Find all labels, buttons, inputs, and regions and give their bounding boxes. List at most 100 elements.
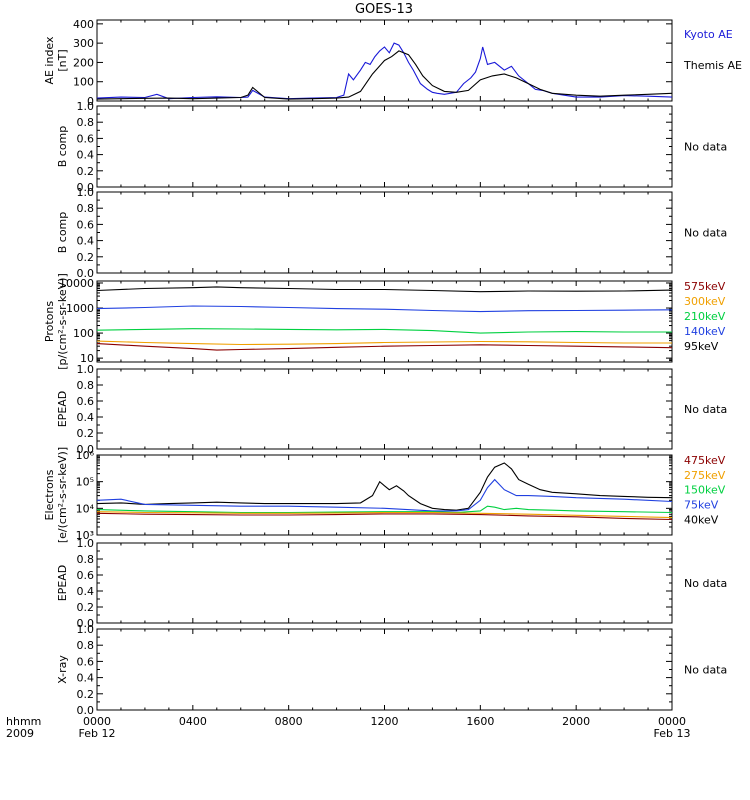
panel-ae: 0 100 200 300 400 AE index [nT] Kyoto AE Themis … bbox=[43, 18, 742, 108]
panel-bcomp1: 0.0 0.2 0.4 0.6 0.8 1.0 B comp No data bbox=[56, 100, 727, 194]
legend-label: Kyoto AE bbox=[684, 28, 733, 41]
y-tick-label: 0.0 bbox=[77, 267, 95, 280]
legend-label: 575keV bbox=[684, 280, 726, 293]
y-axis-label: Electrons bbox=[43, 469, 56, 520]
panel-bcomp2: 0.0 0.2 0.4 0.6 0.8 1.0 B comp No data bbox=[56, 186, 727, 280]
panel-frame bbox=[96, 542, 673, 624]
panel-xray: 0.0 0.2 0.4 0.6 0.8 1.0 X-ray No data bbox=[56, 623, 727, 717]
y-tick-label: 1.0 bbox=[77, 537, 95, 550]
y-tick-label: 0.6 bbox=[77, 132, 95, 145]
series-line bbox=[96, 505, 673, 514]
no-data-label: No data bbox=[684, 141, 727, 154]
y-tick-label: 10 bbox=[80, 352, 94, 365]
y-tick-label: 10000 bbox=[59, 277, 94, 290]
x-tick-label: 0800 bbox=[275, 715, 303, 728]
panel-frame bbox=[96, 280, 673, 363]
y-tick-label: 1000 bbox=[66, 302, 94, 315]
x-tick-label: 0000 bbox=[658, 715, 686, 728]
y-tick-label: 0.6 bbox=[77, 218, 95, 231]
y-tick-label: 0.2 bbox=[77, 601, 95, 614]
x-tick-label: 1200 bbox=[371, 715, 399, 728]
y-tick-label: 10⁵ bbox=[76, 476, 94, 489]
y-tick-label: 0.4 bbox=[77, 149, 95, 162]
legend-label: 40keV bbox=[684, 513, 719, 526]
chart-title: GOES-13 bbox=[355, 2, 413, 17]
y-axis-label: X-ray bbox=[56, 655, 69, 684]
no-data-label: No data bbox=[684, 227, 727, 240]
y-tick-label: 0.6 bbox=[77, 569, 95, 582]
series-line bbox=[96, 340, 672, 346]
series-line bbox=[96, 286, 673, 293]
x-tick-label: 0000 bbox=[83, 715, 111, 728]
series-line bbox=[96, 343, 673, 351]
y-tick-label: 0.0 bbox=[77, 181, 95, 194]
series-line bbox=[96, 462, 673, 511]
y-tick-label: 1.0 bbox=[77, 186, 95, 199]
y-tick-label: 0.8 bbox=[77, 116, 95, 129]
y-tick-label: 1.0 bbox=[77, 363, 95, 376]
corner-label-year: 2009 bbox=[6, 727, 34, 740]
y-axis-label: [p/(cm²-s-sr-keV)] bbox=[56, 273, 69, 370]
y-tick-label: 0.2 bbox=[77, 427, 95, 440]
legend-label: 210keV bbox=[684, 310, 726, 323]
series-line bbox=[96, 512, 673, 521]
y-axis-label: Protons bbox=[43, 301, 56, 342]
y-tick-label: 1.0 bbox=[77, 100, 95, 113]
no-data-label: No data bbox=[684, 577, 727, 590]
y-tick-label: 0.4 bbox=[77, 585, 95, 598]
y-tick-label: 0.4 bbox=[77, 411, 95, 424]
x-tick-label: 0400 bbox=[179, 715, 207, 728]
y-tick-label: 0.6 bbox=[77, 655, 95, 668]
y-axis-label: B comp bbox=[56, 126, 69, 168]
y-tick-label: 200 bbox=[73, 56, 94, 69]
y-tick-label: 0.0 bbox=[77, 617, 95, 630]
legend-label: 75keV bbox=[684, 498, 719, 511]
y-tick-label: 100 bbox=[73, 327, 94, 340]
panel-frame bbox=[96, 105, 673, 188]
legend-label: 275keV bbox=[684, 469, 726, 482]
y-tick-label: 0.6 bbox=[77, 395, 95, 408]
no-data-label: No data bbox=[684, 403, 727, 416]
y-tick-label: 0.2 bbox=[77, 251, 95, 264]
y-axis-label: EPEAD bbox=[56, 565, 69, 602]
y-axis-label: AE index bbox=[43, 36, 56, 85]
y-axis-label: [nT] bbox=[56, 49, 69, 71]
y-tick-label: 300 bbox=[73, 37, 94, 50]
y-tick-label: 10⁴ bbox=[76, 502, 95, 515]
series-line bbox=[96, 478, 673, 512]
corner-label-hhmm: hhmm bbox=[6, 715, 41, 728]
legend-label: 95keV bbox=[684, 340, 719, 353]
y-tick-label: 0.8 bbox=[77, 379, 95, 392]
y-tick-label: 100 bbox=[73, 76, 94, 89]
y-tick-label: 400 bbox=[73, 18, 94, 31]
y-axis-label: EPEAD bbox=[56, 391, 69, 428]
y-axis-label: [e/(cm²-s-sr-keV)] bbox=[56, 447, 69, 543]
date-label: Feb 12 bbox=[79, 727, 116, 740]
x-tick-label: 1600 bbox=[466, 715, 494, 728]
legend-label: 140keV bbox=[684, 325, 726, 338]
panel-frame bbox=[96, 191, 673, 274]
series-line bbox=[96, 328, 672, 334]
y-tick-label: 0.2 bbox=[77, 165, 95, 178]
series-line bbox=[96, 50, 673, 100]
series-line bbox=[96, 511, 673, 519]
legend-label: 300keV bbox=[684, 295, 726, 308]
y-tick-label: 0.4 bbox=[77, 235, 95, 248]
panel-epead1: 0.0 0.2 0.4 0.6 0.8 1.0 EPEAD No data bbox=[56, 363, 727, 456]
panels-group: 0 100 200 300 400 AE index [nT] Kyoto AE Themis … bbox=[43, 18, 742, 717]
y-tick-label: 0 bbox=[87, 95, 94, 108]
date-label: Feb 13 bbox=[654, 727, 691, 740]
series-line bbox=[96, 305, 673, 313]
panel-frame bbox=[96, 368, 673, 450]
y-tick-label: 0.4 bbox=[77, 672, 95, 685]
series-line bbox=[96, 42, 673, 100]
panel-epead2: 0.0 0.2 0.4 0.6 0.8 1.0 EPEAD No data bbox=[56, 537, 727, 630]
x-tick-label: 2000 bbox=[562, 715, 590, 728]
legend-label: 475keV bbox=[684, 454, 726, 467]
y-axis-label: B comp bbox=[56, 212, 69, 254]
panel-frame bbox=[96, 628, 673, 711]
legend-label: 150keV bbox=[684, 484, 726, 497]
y-tick-label: 1.0 bbox=[77, 623, 95, 636]
